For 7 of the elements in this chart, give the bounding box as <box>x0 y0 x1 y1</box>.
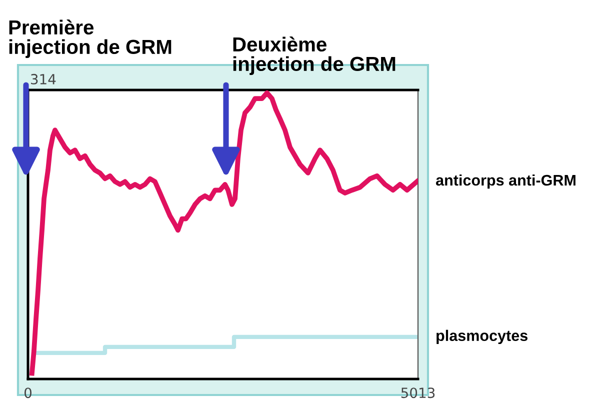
text: Deuxième injection de GRM <box>233 36 396 75</box>
text: Première injection de GRM <box>9 20 172 58</box>
x-tick-label: 5013 <box>401 388 435 398</box>
x-tick-label: 0 <box>24 388 32 398</box>
series-label: anticorps anti-GRM <box>436 174 576 189</box>
text: 314 <box>31 74 56 84</box>
series-label: plasmocytes <box>436 330 528 344</box>
